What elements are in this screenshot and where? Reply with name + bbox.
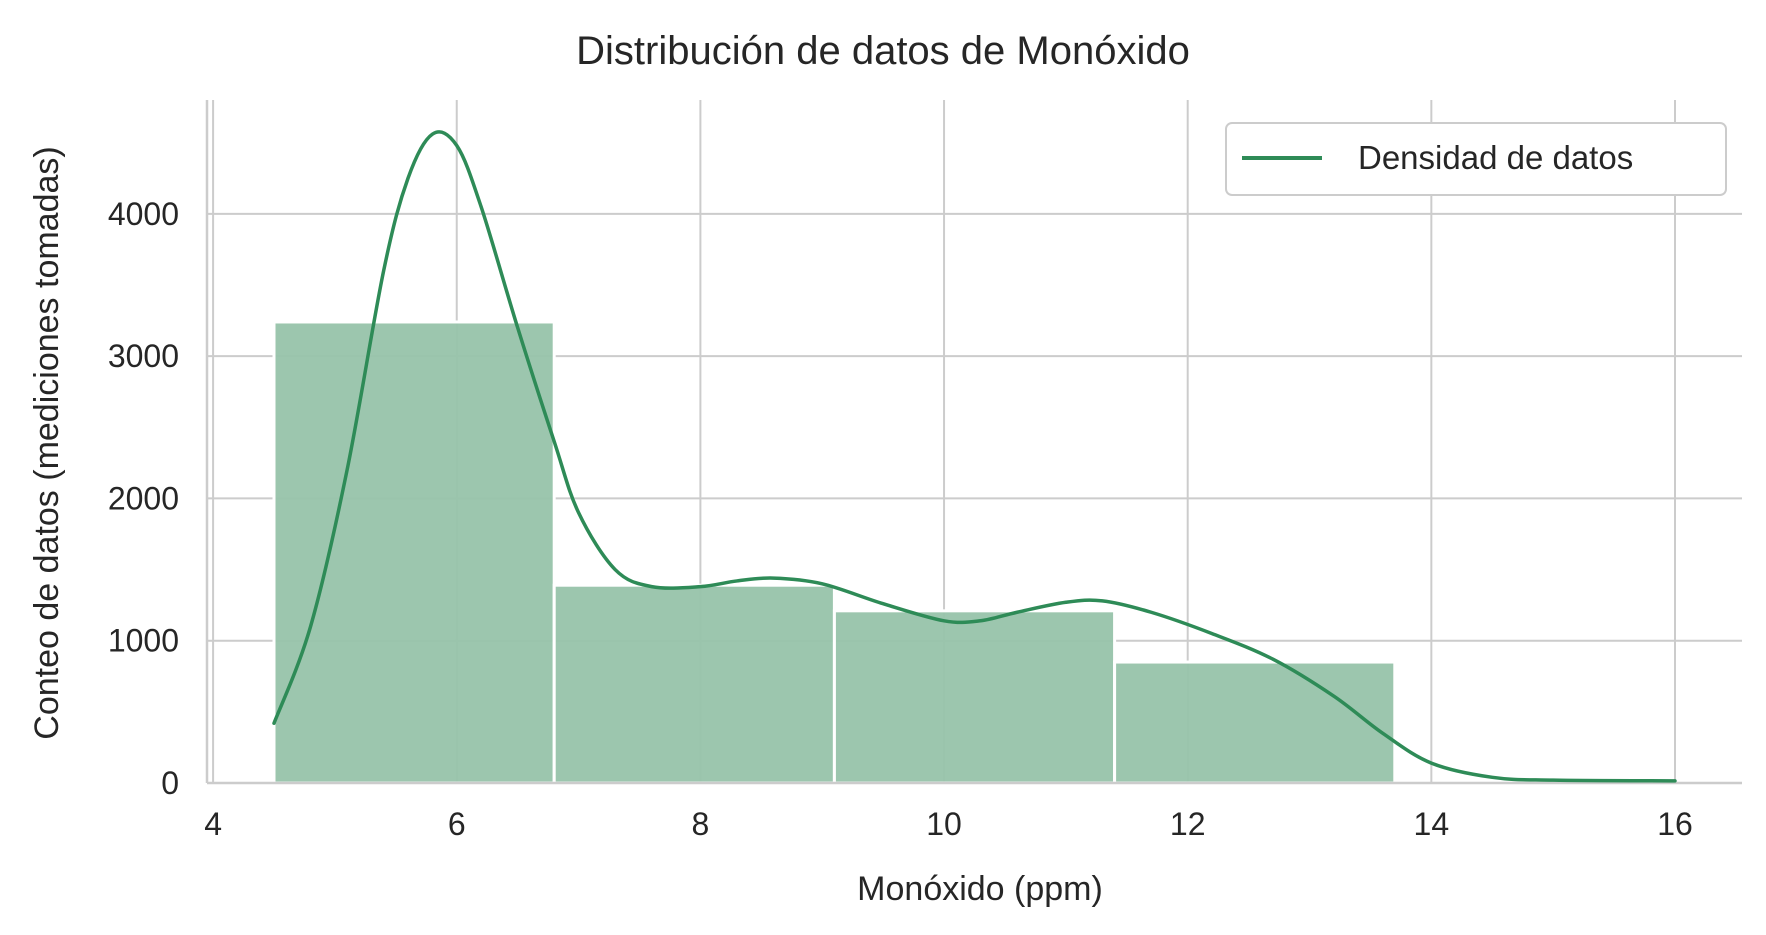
histogram-bar: [1113, 660, 1397, 785]
y-tick-label: 1000: [108, 623, 179, 659]
legend-label: Densidad de datos: [1358, 139, 1633, 176]
x-tick-label: 8: [691, 806, 709, 842]
chart-title: Distribución de datos de Monóxido: [576, 29, 1190, 73]
y-tick-label: 2000: [108, 480, 179, 516]
legend: Densidad de datos: [1225, 122, 1727, 196]
density-line: [272, 130, 1677, 783]
x-tick-label: 10: [926, 806, 962, 842]
x-tick-label: 12: [1170, 806, 1206, 842]
histogram-bar: [272, 320, 556, 785]
y-tick-label: 4000: [108, 196, 179, 232]
y-axis-label: Conteo de datos (mediciones tomadas): [28, 146, 66, 739]
histogram-bar: [832, 609, 1117, 785]
histogram-bars: [272, 320, 1397, 785]
legend-box: [1225, 122, 1727, 196]
axes: [205, 100, 1742, 785]
y-tick-label: 3000: [108, 338, 179, 374]
tick-labels: 4 6 8 10 12 14 16 0 1000 2000 3000 4000: [108, 196, 1693, 842]
x-tick-label: 16: [1657, 806, 1693, 842]
y-tick-label: 0: [161, 765, 179, 801]
x-tick-label: 4: [204, 806, 222, 842]
x-tick-label: 6: [448, 806, 466, 842]
x-tick-label: 14: [1414, 806, 1450, 842]
histogram-bar: [552, 583, 836, 785]
x-axis-label: Monóxido (ppm): [857, 870, 1103, 908]
